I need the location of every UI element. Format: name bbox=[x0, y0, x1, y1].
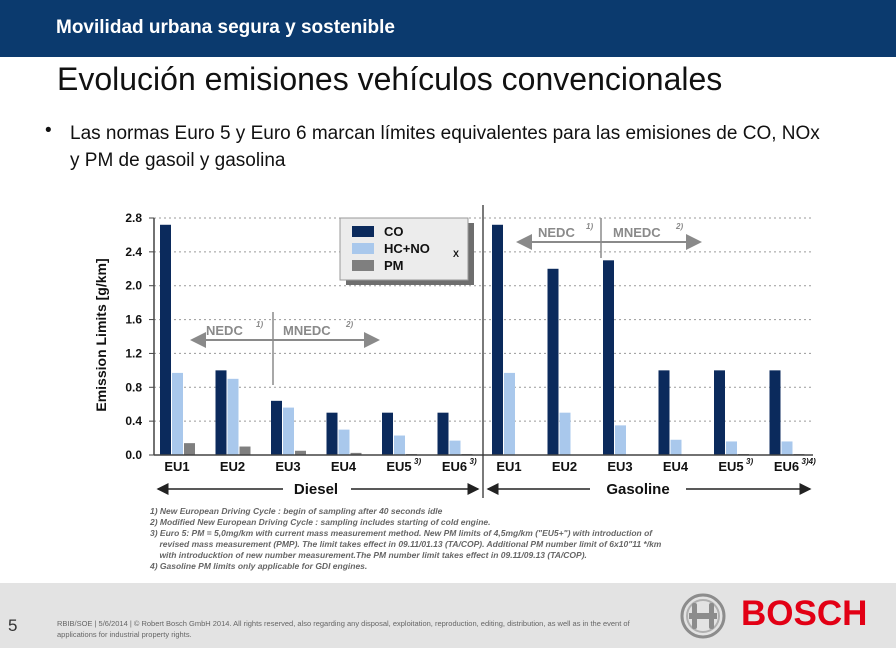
bar-co-eu6-diesel bbox=[437, 412, 449, 455]
x-tick-superscript: 3) bbox=[470, 457, 477, 466]
bar-hcnox-eu3-diesel bbox=[283, 407, 294, 455]
x-tick-superscript: 3)4) bbox=[802, 457, 817, 466]
bar-co-eu2-diesel bbox=[215, 370, 227, 455]
nedc-sup-gasoline: 1) bbox=[586, 222, 593, 231]
x-tick-label: EU4 bbox=[663, 459, 689, 474]
bar-co-eu3-diesel bbox=[271, 400, 282, 455]
footnote-3: 3) Euro 5: PM = 5,0mg/km with current ma… bbox=[150, 528, 653, 538]
x-tick-label: EU1 bbox=[496, 459, 521, 474]
group-label-diesel: Diesel bbox=[294, 481, 338, 498]
bar-pm-eu4-diesel bbox=[350, 452, 362, 455]
bars bbox=[160, 224, 805, 455]
legend-label-pm: PM bbox=[384, 258, 404, 273]
y-axis-label: Emission Limits [g/km] bbox=[93, 258, 109, 411]
footnote-1: 1) New European Driving Cycle : begin of… bbox=[150, 506, 443, 516]
header-bar: Movilidad urbana segura y sostenible bbox=[0, 0, 896, 57]
group-arrow-diesel: Diesel bbox=[156, 480, 480, 498]
y-tick-label: 1.6 bbox=[125, 313, 142, 327]
mnedc-label-gasoline: MNEDC bbox=[613, 225, 661, 240]
group-label-gasoline: Gasoline bbox=[606, 481, 669, 498]
x-tick-label: EU5 bbox=[386, 459, 411, 474]
x-tick-label: EU6 bbox=[774, 459, 799, 474]
bar-hcnox-eu4-gasoline bbox=[670, 439, 682, 455]
mnedc-label-diesel: MNEDC bbox=[283, 323, 331, 338]
legend: CO HC+NO X PM bbox=[339, 217, 474, 285]
footnote-3b: revised mass measurement (PMP). The limi… bbox=[150, 539, 662, 549]
bar-hcnox-eu6-diesel bbox=[449, 440, 461, 455]
nedc-label-gasoline: NEDC bbox=[538, 225, 575, 240]
footer-bar bbox=[0, 583, 896, 648]
x-tick-label: EU6 bbox=[442, 459, 467, 474]
bar-pm-eu2-diesel bbox=[239, 446, 251, 455]
cycle-annotation-diesel: NEDC 1) MNEDC 2) bbox=[190, 312, 380, 385]
legend-subscript-x: X bbox=[453, 249, 459, 259]
x-tick-label: EU4 bbox=[331, 459, 357, 474]
y-tick-labels: 0.0 0.4 0.8 1.2 1.6 2.0 2.4 2.8 bbox=[125, 211, 154, 462]
y-tick-label: 0.0 bbox=[125, 448, 142, 462]
y-tick-label: 2.0 bbox=[125, 279, 142, 293]
bullet-text: Las normas Euro 5 y Euro 6 marcan límite… bbox=[70, 123, 820, 171]
y-tick-label: 1.2 bbox=[125, 346, 142, 360]
footnote-3c: with introducktion of new number measure… bbox=[150, 550, 587, 560]
bar-co-eu2-gasoline bbox=[547, 268, 559, 455]
copyright-text: RBIB/SOE | 5/6/2014 | © Robert Bosch Gmb… bbox=[57, 619, 630, 639]
nedc-sup-diesel: 1) bbox=[256, 320, 263, 329]
mnedc-sup-gasoline: 2) bbox=[675, 222, 683, 231]
bar-co-eu1-gasoline bbox=[492, 224, 503, 455]
bar-pm-eu1-diesel bbox=[184, 443, 195, 455]
x-tick-label: EU3 bbox=[275, 459, 300, 474]
bar-hcnox-eu5-diesel bbox=[394, 435, 405, 455]
legend-swatch-pm bbox=[352, 260, 374, 271]
x-tick-label: EU3 bbox=[607, 459, 632, 474]
bar-co-eu4-gasoline bbox=[658, 370, 670, 455]
bar-hcnox-eu5-gasoline bbox=[726, 441, 737, 455]
bar-co-eu1-diesel bbox=[160, 224, 171, 455]
section-title: Movilidad urbana segura y sostenible bbox=[56, 17, 395, 38]
legend-label-co: CO bbox=[384, 224, 404, 239]
y-tick-label: 2.8 bbox=[125, 211, 142, 225]
cycle-annotation-gasoline: NEDC 1) MNEDC 2) bbox=[516, 218, 702, 258]
footnote-4: 4) Gasoline PM limits only applicable fo… bbox=[149, 561, 367, 571]
bar-co-eu3-gasoline bbox=[603, 260, 614, 455]
bosch-armature-icon bbox=[680, 593, 726, 639]
legend-swatch-hcnox bbox=[352, 243, 374, 254]
x-tick-superscript: 3) bbox=[414, 457, 421, 466]
bar-hcnox-eu4-diesel bbox=[338, 429, 350, 455]
nedc-label-diesel: NEDC bbox=[206, 323, 243, 338]
bar-hcnox-eu2-gasoline bbox=[559, 412, 571, 455]
x-tick-label: EU1 bbox=[164, 459, 189, 474]
footnote-2: 2) Modified New European Driving Cycle :… bbox=[149, 517, 491, 527]
x-tick-label: EU2 bbox=[220, 459, 245, 474]
bar-hcnox-eu6-gasoline bbox=[781, 441, 793, 455]
bullet-marker: • bbox=[45, 120, 52, 141]
footnotes: 1) New European Driving Cycle : begin of… bbox=[149, 506, 662, 571]
x-tick-superscript: 3) bbox=[746, 457, 753, 466]
page-number: 5 bbox=[8, 616, 18, 635]
x-tick-labels: EU1 EU2 EU3 EU4 EU5 3) EU6 3) EU1 EU2 EU3 EU4 EU5 3) E… bbox=[164, 457, 816, 474]
y-tick-label: 0.8 bbox=[125, 380, 142, 394]
bar-co-eu5-diesel bbox=[382, 412, 393, 455]
bar-co-eu4-diesel bbox=[326, 412, 338, 455]
mnedc-sup-diesel: 2) bbox=[345, 320, 353, 329]
bar-co-eu6-gasoline bbox=[769, 370, 781, 455]
bar-hcnox-eu1-diesel bbox=[172, 372, 183, 455]
emission-limits-chart: Emission Limits [g/km] 0.0 0.4 0.8 1.2 1.6 2.… bbox=[93, 205, 816, 571]
x-tick-label: EU5 bbox=[718, 459, 743, 474]
y-tick-label: 0.4 bbox=[125, 414, 142, 428]
slide-title: Evolución emisiones vehículos convencion… bbox=[57, 61, 723, 97]
y-tick-label: 2.4 bbox=[125, 245, 142, 259]
bar-hcnox-eu2-diesel bbox=[227, 378, 239, 455]
bosch-wordmark: BOSCH bbox=[741, 594, 868, 633]
legend-label-hcnox: HC+NO bbox=[384, 241, 430, 256]
bar-co-eu5-gasoline bbox=[714, 370, 725, 455]
group-arrow-gasoline: Gasoline bbox=[486, 480, 812, 498]
legend-swatch-co bbox=[352, 226, 374, 237]
bar-hcnox-eu1-gasoline bbox=[504, 372, 515, 455]
x-tick-label: EU2 bbox=[552, 459, 577, 474]
bar-hcnox-eu3-gasoline bbox=[615, 425, 626, 455]
bar-pm-eu3-diesel bbox=[295, 450, 306, 455]
